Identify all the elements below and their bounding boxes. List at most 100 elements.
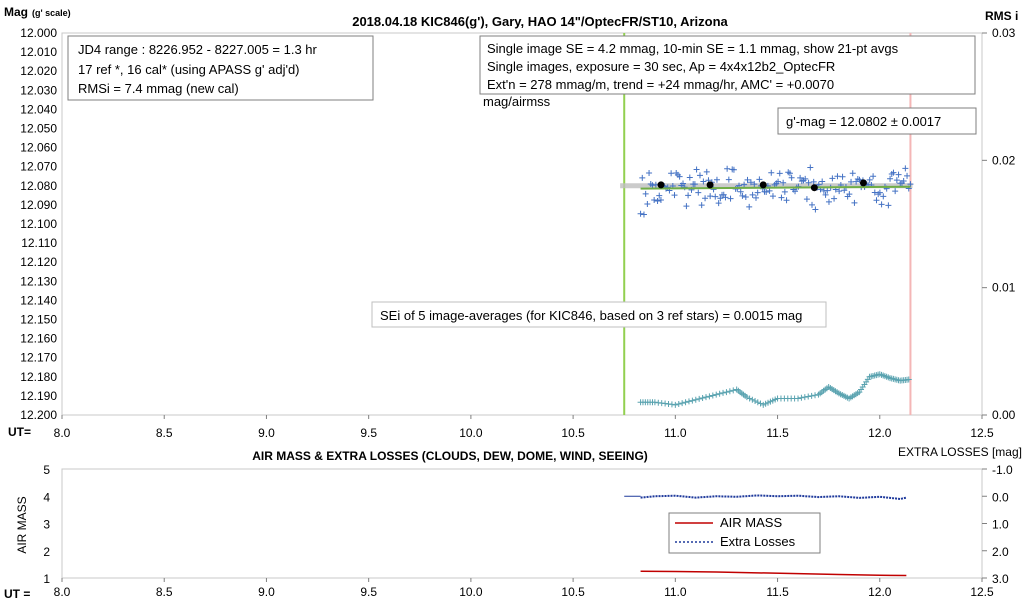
extra-losses-line <box>640 494 907 500</box>
single-image-point <box>836 188 843 195</box>
single-image-point <box>685 192 692 199</box>
rms-point <box>703 394 709 401</box>
y-tick-label: 12.160 <box>20 332 57 346</box>
y2-ticks: 0.03 0.02 0.01 0.00 <box>982 26 1016 422</box>
single-image-point <box>713 176 720 183</box>
image-average-point <box>657 181 665 189</box>
airmass-line <box>640 570 907 577</box>
single-image-point <box>644 201 651 208</box>
single-image-point <box>763 189 770 196</box>
bottom-y-tick-label: 2 <box>43 545 50 559</box>
bottom-x-tick-label: 12.0 <box>868 585 892 599</box>
chart-title: 2018.04.18 KIC846(g'), Gary, HAO 14"/Opt… <box>352 14 728 29</box>
single-image-point <box>851 199 858 206</box>
bottom-x-tick-label: 8.0 <box>54 585 71 599</box>
single-image-point <box>839 173 846 180</box>
single-image-point <box>746 203 753 210</box>
bottom-y2-tick-label: 1.0 <box>992 518 1009 532</box>
y2-axis-label: RMS i <box>985 9 1018 23</box>
y-tick-label: 12.110 <box>21 236 57 250</box>
legend: AIR MASS Extra Losses <box>668 512 821 554</box>
single-image-point <box>885 202 892 209</box>
single-image-point <box>781 188 788 195</box>
single-image-point <box>686 174 693 181</box>
rms-point <box>749 396 756 403</box>
sei-box: SEi of 5 image-averages (for KIC846, bas… <box>371 301 827 328</box>
rms-point <box>805 393 812 400</box>
single-image-point <box>724 165 731 172</box>
rms-point <box>716 390 723 397</box>
single-image-point <box>702 195 709 202</box>
bottom-chart-title: AIR MASS & EXTRA LOSSES (CLOUDS, DEW, DO… <box>252 449 648 463</box>
x-tick-label: 8.5 <box>156 426 173 440</box>
rms-point <box>905 376 912 383</box>
single-image-point <box>707 193 714 200</box>
y-tick-label: 12.180 <box>20 370 57 384</box>
single-image-point <box>637 210 644 217</box>
bottom-x-tick-label: 8.5 <box>156 585 173 599</box>
vertical-markers <box>623 33 912 415</box>
image-average-point <box>759 181 767 189</box>
rms-point <box>713 391 720 398</box>
rms-point <box>754 399 761 406</box>
rms-point <box>675 400 682 407</box>
single-image-point <box>783 197 790 204</box>
y2-tick-label: 0.00 <box>992 408 1016 422</box>
rms-points <box>637 371 912 408</box>
single-image-point <box>807 164 814 171</box>
single-image-point <box>642 190 649 197</box>
bottom-y2-ticks: -1.0 0.0 1.0 2.0 3.0 <box>982 463 1013 586</box>
single-image-point <box>671 192 678 199</box>
single-image-point <box>712 193 719 200</box>
x-tick-label: 11.0 <box>664 426 687 440</box>
rms-point <box>723 389 730 396</box>
annotation-box-right: Single image SE = 4.2 mmag, 10-min SE = … <box>479 35 976 109</box>
annotation-line: 17 ref *, 16 cal* (using APASS g' adj'd) <box>78 62 300 77</box>
single-image-point <box>893 177 900 184</box>
annotation-line: Ext'n = 278 mmag/m, trend = +24 mmag/hr,… <box>487 77 834 92</box>
legend-label-airmass: AIR MASS <box>720 515 782 530</box>
rms-point <box>689 397 696 404</box>
single-image-point <box>717 195 724 202</box>
single-image-point <box>871 189 878 196</box>
single-image-point <box>848 178 855 185</box>
single-image-point <box>742 194 749 201</box>
gmag-text: g'-mag = 12.0802 ± 0.0017 <box>786 114 941 129</box>
y-tick-label: 12.080 <box>20 179 57 193</box>
x-tick-label: 10.0 <box>459 426 483 440</box>
rms-point <box>730 387 737 394</box>
single-image-point <box>786 170 793 177</box>
single-image-point <box>810 178 817 185</box>
single-image-point <box>698 202 705 209</box>
single-image-point <box>739 192 746 199</box>
x-tick-label: 11.5 <box>766 426 789 440</box>
single-image-point <box>646 169 653 176</box>
sei-text: SEi of 5 image-averages (for KIC846, bas… <box>380 308 802 323</box>
single-image-point <box>856 176 863 183</box>
single-image-point <box>887 175 894 182</box>
image-average-point <box>706 181 714 189</box>
bottom-x-tick-label: 9.5 <box>360 585 377 599</box>
single-image-point <box>892 188 899 195</box>
single-image-point <box>737 188 744 195</box>
bottom-x-tick-label: 9.0 <box>258 585 275 599</box>
series-group <box>620 164 914 408</box>
y2-tick-label: 0.01 <box>992 281 1016 295</box>
y-tick-label: 12.170 <box>20 351 57 365</box>
bottom-y-tick-label: 5 <box>43 463 50 477</box>
single-image-point <box>803 196 810 203</box>
single-image-point <box>775 178 782 185</box>
average-line <box>640 185 911 190</box>
rms-point <box>726 388 733 395</box>
single-image-point <box>866 176 873 183</box>
single-image-point <box>668 170 675 177</box>
y-tick-label: 12.060 <box>20 141 57 155</box>
y-tick-label: 12.090 <box>20 198 57 212</box>
annotation-line: Single images, exposure = 30 sec, Ap = 4… <box>487 59 835 74</box>
single-image-point <box>657 196 664 203</box>
single-image-point <box>902 165 909 172</box>
bottom-plot-area <box>61 468 983 579</box>
y-tick-label: 12.030 <box>20 83 57 97</box>
single-image-point <box>751 181 758 188</box>
single-image-point <box>654 198 661 205</box>
